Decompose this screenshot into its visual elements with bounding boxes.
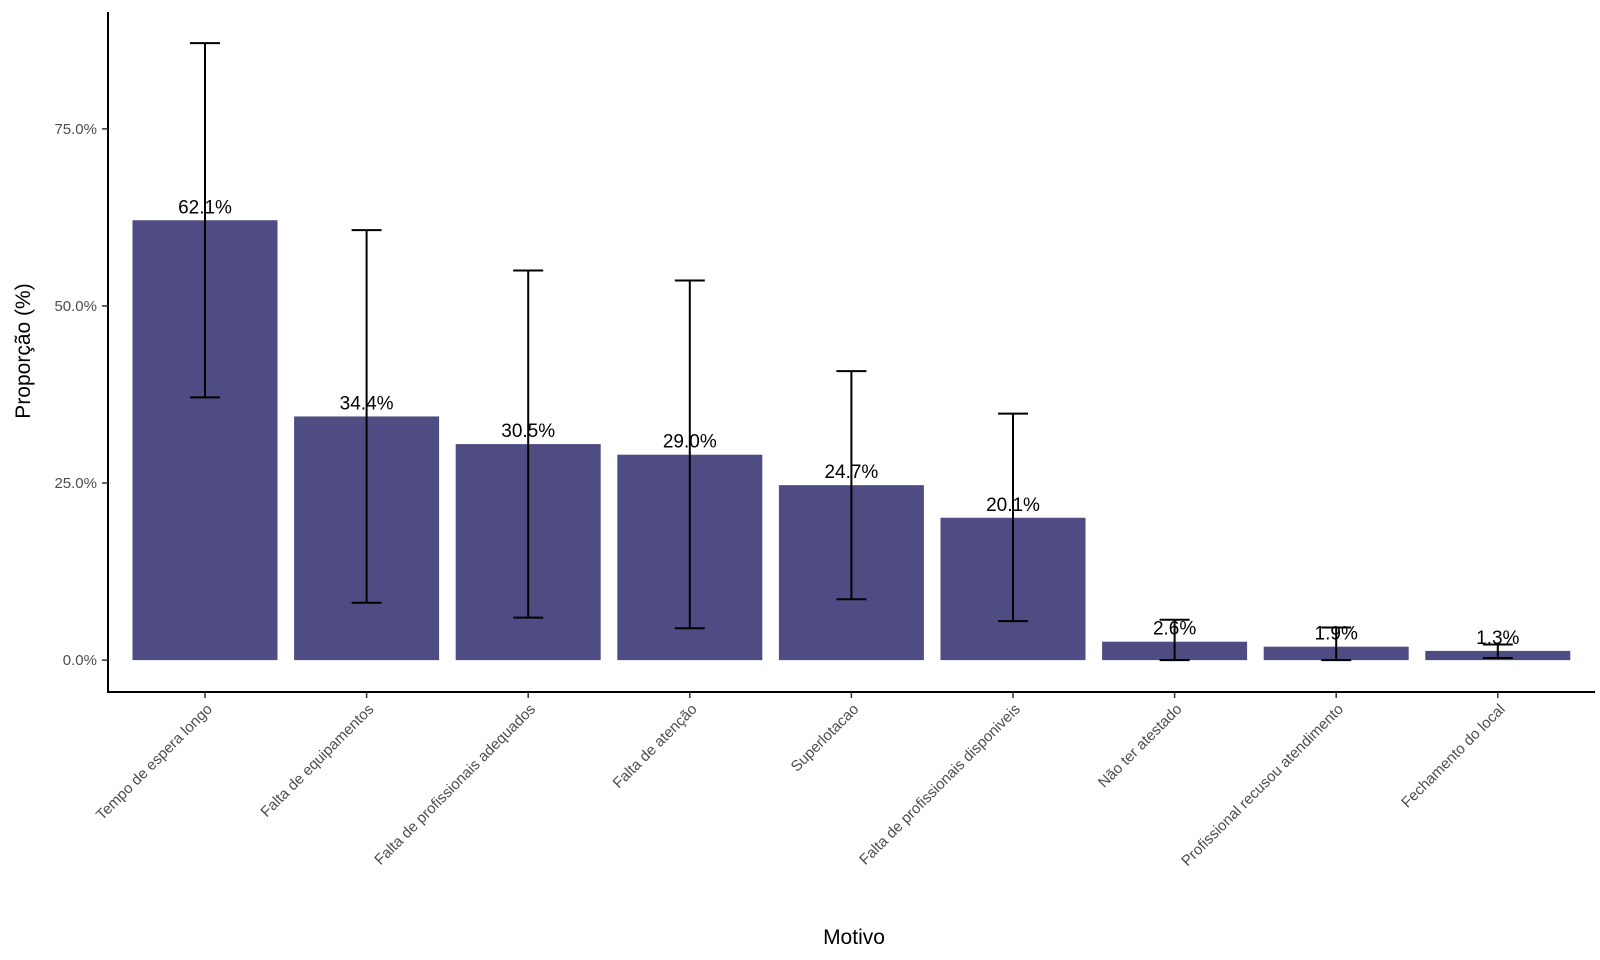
value-label: 2.6% <box>1153 619 1196 640</box>
y-tick-label: 75.0% <box>54 121 97 138</box>
value-label: 29.0% <box>663 432 717 453</box>
x-tick-label: Não ter atestado <box>1095 701 1185 791</box>
value-label: 30.5% <box>501 421 555 442</box>
x-tick-label: Superlotacao <box>788 701 863 776</box>
y-tick-label: 0.0% <box>63 652 97 669</box>
x-tick-label: Falta de profissionais disponiveis <box>856 701 1024 869</box>
x-tick-label: Falta de profissionais adequados <box>371 701 539 869</box>
value-label: 1.3% <box>1476 628 1519 649</box>
y-axis-title: Proporção (%) <box>12 283 35 418</box>
x-tick-label: Falta de atenção <box>610 701 701 792</box>
x-axis-title: Motivo <box>823 926 885 949</box>
value-label: 62.1% <box>178 197 232 218</box>
value-label: 20.1% <box>986 495 1040 516</box>
x-tick-label: Falta de equipamentos <box>257 701 377 821</box>
value-label: 34.4% <box>340 393 394 414</box>
value-labels-layer: 62.1% 34.4% 30.5% 29.0% 24.7% 20.1% 2.6% 1.9% 1.… <box>178 197 1519 649</box>
x-tick-label: Profissional recusou atendimento <box>1178 701 1347 870</box>
y-ticks-layer: 0.0% 25.0% 50.0% 75.0% <box>54 121 108 669</box>
x-tick-label: Fechamento do local <box>1398 701 1508 811</box>
y-tick-label: 25.0% <box>54 475 97 492</box>
errorbars-layer <box>190 42 1513 662</box>
x-tick-label: Tempo de espera longo <box>93 701 216 824</box>
value-label: 24.7% <box>824 462 878 483</box>
y-tick-label: 50.0% <box>54 298 97 315</box>
value-label: 1.9% <box>1315 624 1358 645</box>
x-ticks-layer: Tempo de espera longo Falta de equipament… <box>93 692 1509 870</box>
